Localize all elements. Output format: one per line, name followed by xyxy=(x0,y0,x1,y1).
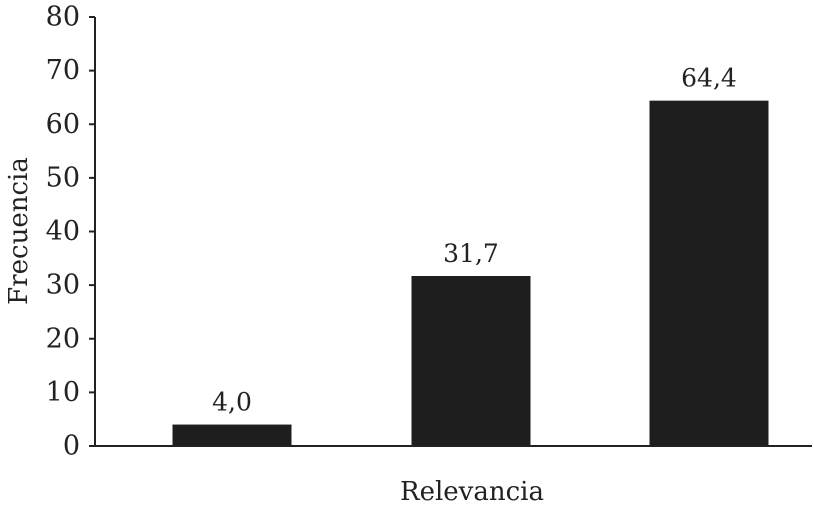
y-tick-label: 0 xyxy=(63,431,80,462)
y-axis-ticks: 0 10 20 30 40 50 60 70 80 xyxy=(46,2,95,462)
y-tick-label: 30 xyxy=(46,270,80,301)
bar xyxy=(411,276,531,446)
bar-value-label: 64,4 xyxy=(681,64,737,93)
bar xyxy=(172,424,292,446)
y-tick-label: 40 xyxy=(46,216,80,247)
bar-value-label: 4,0 xyxy=(212,388,252,417)
y-tick-label: 10 xyxy=(46,377,80,408)
y-tick-label: 70 xyxy=(46,55,80,86)
y-axis-title: Frecuencia xyxy=(4,157,34,305)
y-tick-label: 80 xyxy=(46,2,80,33)
bar xyxy=(649,100,769,446)
bars xyxy=(172,100,769,446)
x-axis-title: Relevancia xyxy=(400,477,544,507)
data-labels: 4,0 31,7 64,4 xyxy=(212,64,737,417)
y-tick-label: 20 xyxy=(46,323,80,354)
y-tick-label: 60 xyxy=(46,109,80,140)
bar-value-label: 31,7 xyxy=(443,239,499,268)
y-tick-label: 50 xyxy=(46,162,80,193)
